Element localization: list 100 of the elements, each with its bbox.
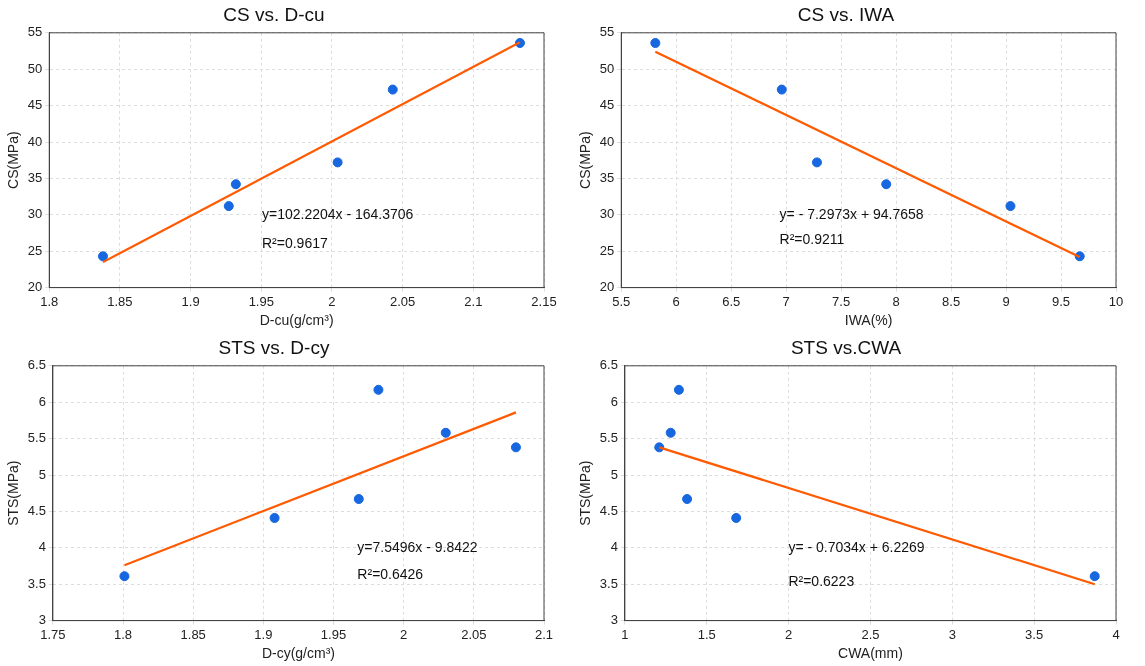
- y-tick-label: 6: [38, 393, 46, 409]
- y-tick-label: 40: [27, 133, 43, 149]
- point: [1089, 571, 1100, 582]
- x-tick-label: 2: [400, 626, 408, 642]
- y-tick-label: 5: [610, 466, 618, 482]
- y-tick-label: 3: [610, 612, 618, 628]
- point: [731, 512, 742, 523]
- x-tick-label: 2.5: [861, 626, 880, 642]
- y-tick-label: 25: [27, 242, 43, 258]
- x-tick-label: 1.8: [113, 626, 133, 642]
- point: [119, 571, 130, 582]
- x-tick-label: 1.9: [254, 626, 273, 642]
- x-tick-label: 1.8: [40, 293, 59, 309]
- chart-title: STS vs. D-cy: [218, 336, 330, 358]
- y-tick-label: 55: [599, 24, 615, 40]
- point: [650, 37, 661, 48]
- x-tick-label: 2.05: [389, 293, 416, 309]
- x-axis-title: D-cy(g/cm³): [261, 645, 335, 662]
- point: [373, 384, 384, 395]
- point: [510, 442, 521, 453]
- x-axis-title: IWA(%): [844, 312, 893, 329]
- x-tick-label: 1.85: [107, 293, 133, 309]
- y-axis-title: CS(MPa): [5, 131, 22, 189]
- point: [353, 494, 364, 505]
- y-tick-label: 35: [599, 169, 615, 185]
- x-tick-label: 1.5: [697, 626, 716, 642]
- y-axis-title: CS(MPa): [577, 131, 594, 189]
- y-tick-label: 6.5: [27, 357, 46, 373]
- y-axis-title: STS(MPa): [577, 460, 594, 526]
- point: [811, 157, 822, 168]
- point: [97, 251, 108, 262]
- point: [230, 179, 241, 190]
- y-tick-label: 40: [599, 133, 615, 149]
- y-tick-label: 45: [27, 97, 43, 113]
- y-tick-label: 5.5: [27, 430, 46, 446]
- y-tick-label: 20: [599, 279, 615, 295]
- y-tick-label: 20: [27, 279, 43, 295]
- x-tick-label: 7.5: [832, 293, 851, 309]
- x-tick-label: 2.1: [464, 293, 483, 309]
- point: [665, 427, 676, 438]
- x-axis-title: D-cu(g/cm³): [259, 312, 334, 329]
- annotation: R²=0.6223: [788, 572, 855, 589]
- x-tick-label: 3.5: [1025, 626, 1044, 642]
- x-tick-label: 1.75: [40, 626, 66, 642]
- x-tick-label: 9: [1002, 293, 1010, 309]
- x-axis-title: CWA(mm): [838, 645, 903, 662]
- point: [332, 157, 343, 168]
- x-tick-label: 8: [892, 293, 900, 309]
- annotation: R²=0.9617: [262, 235, 328, 252]
- y-tick-label: 50: [599, 60, 615, 76]
- annotation: y= - 7.2973x + 94.7658: [779, 205, 924, 222]
- chart-title: STS vs.CWA: [790, 336, 902, 358]
- y-tick-label: 3: [38, 612, 46, 628]
- y-tick-label: 3.5: [599, 575, 618, 591]
- y-tick-label: 6.5: [599, 357, 618, 373]
- x-tick-label: 1.9: [181, 293, 200, 309]
- x-tick-label: 2.1: [534, 626, 554, 642]
- point: [682, 494, 693, 505]
- point: [440, 427, 451, 438]
- point: [881, 179, 892, 190]
- y-tick-label: 3.5: [27, 575, 46, 591]
- annotation: R²=0.9211: [779, 231, 845, 248]
- y-tick-label: 25: [599, 242, 615, 258]
- annotation: y=102.2204x - 164.3706: [262, 205, 414, 222]
- x-tick-label: 4: [1112, 626, 1120, 642]
- point: [387, 84, 398, 95]
- x-tick-label: 1.85: [180, 626, 206, 642]
- y-tick-label: 45: [599, 97, 615, 113]
- x-tick-label: 8.5: [942, 293, 961, 309]
- x-tick-label: 1: [621, 626, 629, 642]
- y-tick-label: 4.5: [599, 502, 618, 518]
- x-tick-label: 6: [672, 293, 680, 309]
- y-tick-label: 5: [38, 466, 46, 482]
- y-tick-label: 5.5: [599, 430, 618, 446]
- x-tick-label: 1.95: [320, 626, 347, 642]
- x-tick-label: 10: [1108, 293, 1124, 309]
- y-tick-label: 4: [610, 539, 618, 555]
- x-tick-label: 9.5: [1051, 293, 1071, 309]
- y-tick-label: 30: [27, 206, 43, 222]
- y-tick-label: 35: [27, 169, 43, 185]
- x-tick-label: 2.05: [461, 626, 487, 642]
- x-tick-label: 3: [948, 626, 956, 642]
- x-tick-label: 6.5: [722, 293, 741, 309]
- y-tick-label: 4: [38, 539, 46, 555]
- annotation: R²=0.6426: [357, 566, 424, 583]
- annotation: y=7.5496x - 9.8422: [357, 538, 478, 555]
- x-tick-label: 2: [328, 293, 336, 309]
- y-tick-label: 50: [27, 60, 43, 76]
- y-tick-label: 55: [27, 24, 43, 40]
- x-tick-label: 2: [784, 626, 793, 642]
- x-tick-label: 2.15: [531, 293, 557, 309]
- point: [223, 201, 234, 212]
- y-axis-title: STS(MPa): [5, 460, 22, 526]
- y-tick-label: 30: [599, 206, 615, 222]
- point: [776, 84, 787, 95]
- x-tick-label: 7: [782, 293, 790, 309]
- point: [673, 384, 684, 395]
- chart-title: CS vs. D-cu: [223, 3, 325, 25]
- y-tick-label: 6: [610, 393, 618, 409]
- point: [1005, 201, 1016, 212]
